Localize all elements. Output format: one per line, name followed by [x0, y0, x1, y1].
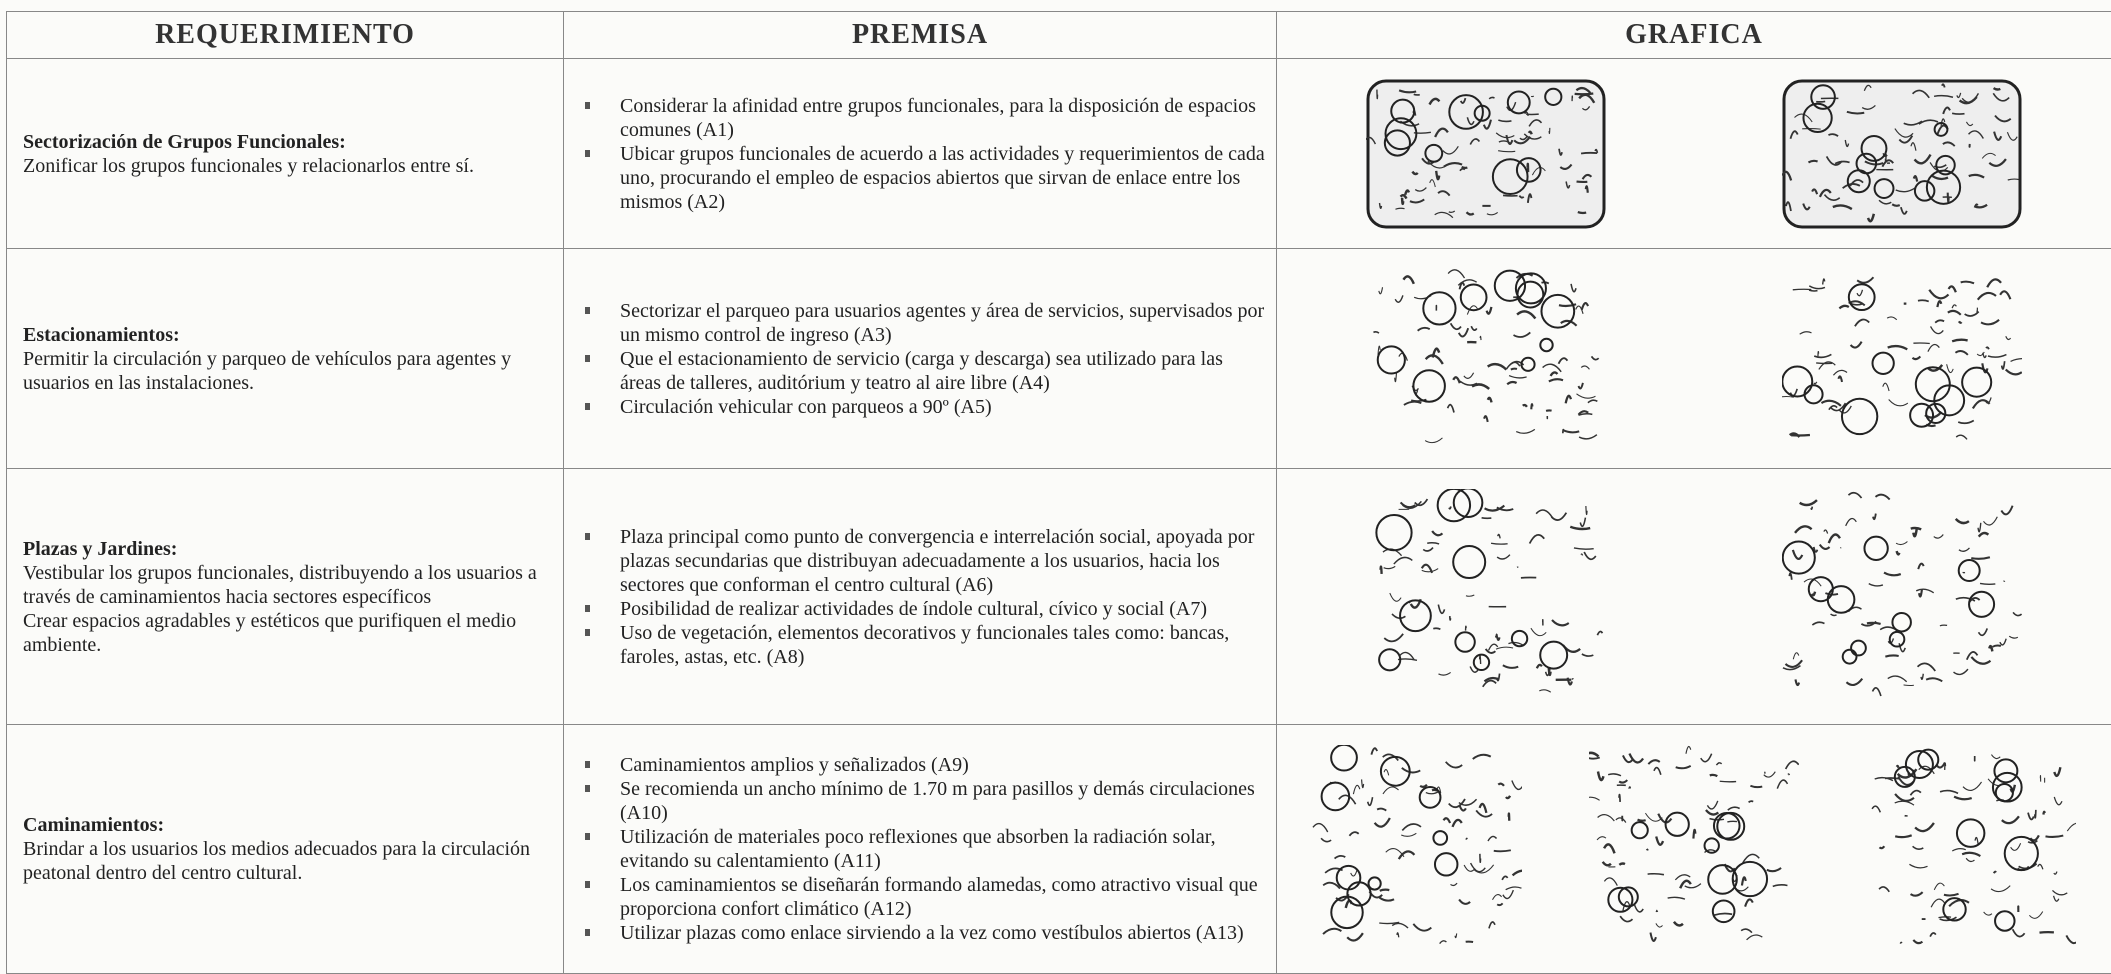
- sketch-illustration: [1588, 745, 1799, 942]
- requirement-description: Permitir la circulación y parqueo de veh…: [23, 347, 512, 394]
- premise-list: Caminamientos amplios y señalizados (A9)…: [584, 753, 1266, 945]
- premise-list: Sectorizar el parqueo para usuarios agen…: [584, 299, 1266, 419]
- graphic-cell: [1276, 248, 2111, 469]
- sketch-illustration: [1375, 488, 1604, 693]
- graphic-cell: [1276, 724, 2111, 974]
- premise-item: Caminamientos amplios y señalizados (A9): [585, 753, 1266, 777]
- graphic-cell: [1276, 468, 2111, 725]
- graphic-group: [1278, 79, 2110, 229]
- premise-item: Los caminamientos se diseñarán formando …: [585, 873, 1266, 921]
- requirement-cell: Caminamientos: Brindar a los usuarios los…: [6, 724, 564, 974]
- column-header: GRAFICA: [1276, 11, 2111, 59]
- sketch-illustration: [1782, 79, 2022, 228]
- sketch-illustration: [1871, 748, 2077, 944]
- premise-item: Plaza principal como punto de convergenc…: [585, 525, 1266, 597]
- graphic-group: [1278, 488, 2110, 705]
- requirement-title: Plazas y Jardines:: [23, 537, 178, 560]
- premise-item: Considerar la afinidad entre grupos func…: [585, 94, 1266, 142]
- table-row: Caminamientos: Brindar a los usuarios los…: [6, 724, 2111, 974]
- requirement-description: Brindar a los usuarios los medios adecua…: [23, 838, 531, 884]
- premise-list: Considerar la afinidad entre grupos func…: [584, 94, 1266, 214]
- requirement-description: Zonificar los grupos funcionales y relac…: [23, 154, 474, 177]
- premise-list: Plaza principal como punto de convergenc…: [584, 525, 1266, 669]
- sketch-illustration: [1366, 79, 1606, 228]
- table-row: Estacionamientos: Permitir la circulación…: [6, 248, 2111, 469]
- graphic-cell: [1276, 58, 2111, 249]
- premise-item: Se recomienda un ancho mínimo de 1.70 m …: [585, 777, 1266, 825]
- premise-item: Que el estacionamiento de servicio (carg…: [585, 347, 1266, 395]
- premise-item: Posibilidad de realizar actividades de í…: [585, 597, 1266, 621]
- premise-item: Ubicar grupos funcionales de acuerdo a l…: [585, 142, 1265, 213]
- sketch-illustration: [1312, 744, 1522, 944]
- table-row: Plazas y Jardines: Vestibular los grupos …: [6, 468, 2111, 725]
- requirement-title: Caminamientos:: [23, 814, 165, 836]
- requirement-description: Vestibular los grupos funcionales, distr…: [23, 561, 537, 608]
- requirement-cell: Plazas y Jardines: Vestibular los grupos …: [6, 468, 564, 725]
- premise-item: Circulación vehicular con parqueos a 90º…: [585, 395, 1266, 419]
- header-row: REQUERIMIENTO PREMISA GRAFICA: [6, 11, 2111, 59]
- requirement-title: Sectorización de Grupos Funcionales:: [23, 130, 346, 153]
- premise-cell: Plaza principal como punto de convergenc…: [563, 468, 1277, 725]
- premise-cell: Sectorizar el parqueo para usuarios agen…: [563, 248, 1277, 469]
- premise-item: Utilizar plazas como enlace sirviendo a …: [585, 921, 1266, 945]
- requirement-cell: Sectorización de Grupos Funcionales: Zoni…: [6, 58, 564, 249]
- requirement-description: Crear espacios agradables y estéticos qu…: [23, 609, 517, 656]
- column-header: PREMISA: [563, 11, 1277, 59]
- sketch-illustration: [1782, 491, 2022, 696]
- premise-cell: Considerar la afinidad entre grupos func…: [563, 58, 1277, 249]
- requirement-cell: Estacionamientos: Permitir la circulación…: [6, 248, 564, 469]
- requirement-title: Estacionamientos:: [23, 323, 180, 346]
- premise-item: Utilización de materiales poco reflexion…: [585, 825, 1266, 873]
- premise-cell: Caminamientos amplios y señalizados (A9)…: [563, 724, 1277, 974]
- table-row: Sectorización de Grupos Funcionales: Zoni…: [6, 58, 2111, 249]
- sketch-illustration: [1373, 268, 1600, 443]
- graphic-group: [1278, 744, 2110, 954]
- premises-table: REQUERIMIENTO PREMISA GRAFICA Sectorizac…: [6, 11, 2111, 974]
- sketch-illustration: [1782, 276, 2022, 440]
- column-header: REQUERIMIENTO: [6, 11, 564, 59]
- premise-item: Sectorizar el parqueo para usuarios agen…: [585, 299, 1265, 346]
- graphic-group: [1278, 268, 2110, 449]
- premise-item: Uso de vegetación, elementos decorativos…: [585, 621, 1266, 669]
